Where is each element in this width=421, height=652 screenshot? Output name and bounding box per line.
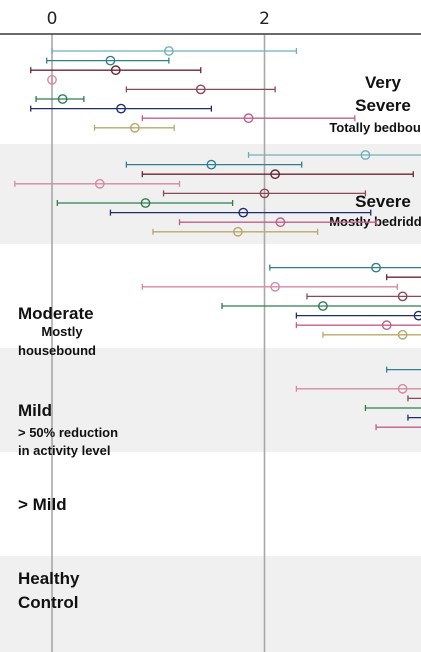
group-title: Control <box>18 593 78 612</box>
data-point <box>270 281 281 292</box>
data-point <box>371 262 381 273</box>
data-point <box>110 65 121 76</box>
group-subtitle: in activity level <box>18 443 111 458</box>
band-background <box>0 348 421 452</box>
group-subtitle: housebound <box>18 343 96 358</box>
data-point <box>259 188 270 199</box>
data-point <box>397 291 408 302</box>
group-subtitle: Mostly bedridden <box>329 214 421 229</box>
data-point <box>381 320 392 331</box>
data-point <box>270 169 281 180</box>
data-point <box>129 122 140 133</box>
group-subtitle: Mostly <box>41 324 83 339</box>
group-title: Severe <box>355 96 411 115</box>
data-point <box>47 74 57 85</box>
data-point <box>94 178 105 189</box>
group-title: Moderate <box>18 304 94 323</box>
data-point <box>163 46 174 56</box>
group-title: Very <box>365 73 401 92</box>
group-subtitle: Totally bedbound <box>329 120 421 135</box>
data-point <box>318 301 328 311</box>
group-title: Mild <box>18 401 52 420</box>
data-point <box>195 84 206 95</box>
data-point <box>275 217 286 228</box>
group-title: Healthy <box>18 569 80 588</box>
data-point <box>413 310 421 321</box>
data-point <box>57 94 68 104</box>
group-title: Severe <box>355 192 411 211</box>
group-subtitle: > 50% reduction <box>18 425 118 440</box>
data-point <box>243 113 254 124</box>
data-point <box>206 159 217 170</box>
data-point <box>140 198 151 208</box>
data-point <box>238 207 249 218</box>
band-background <box>0 556 421 652</box>
data-point <box>233 226 243 237</box>
group-title: > Mild <box>18 495 67 514</box>
data-point <box>397 329 408 340</box>
data-point <box>105 55 116 66</box>
x-tick-label: 2 <box>259 9 270 29</box>
data-point <box>360 150 371 160</box>
x-tick-label: 0 <box>47 9 58 29</box>
data-point <box>397 383 408 394</box>
data-point <box>116 103 126 114</box>
